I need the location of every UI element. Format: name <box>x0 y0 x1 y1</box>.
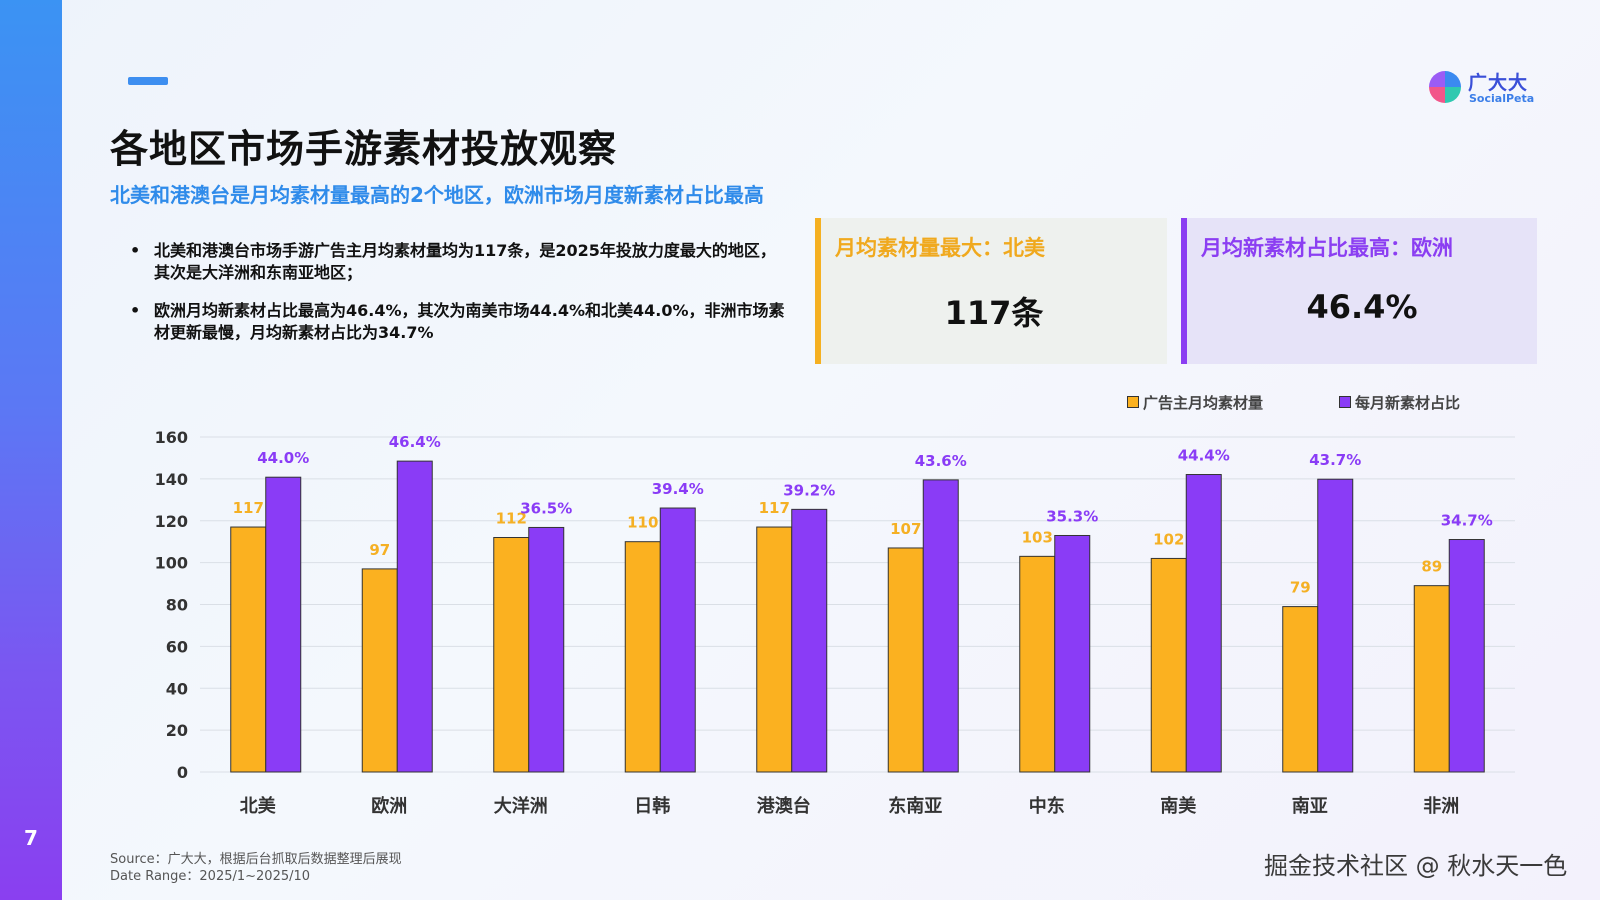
y-tick-label: 40 <box>166 679 188 698</box>
logo-text-en: SocialPeta <box>1469 92 1535 105</box>
y-tick-label: 160 <box>155 428 188 447</box>
legend-label: 每月新素材占比 <box>1355 394 1461 412</box>
data-label-ratio: 46.4% <box>389 433 441 451</box>
bar-new-ratio <box>1448 539 1485 773</box>
bullet-marker: • <box>130 241 141 260</box>
x-category-label: 日韩 <box>634 795 670 817</box>
page-title: 各地区市场手游素材投放观察 <box>110 127 618 171</box>
bar-new-ratio <box>922 479 959 773</box>
page-subtitle: 北美和港澳台是月均素材量最高的2个地区，欧洲市场月度新素材占比最高 <box>110 183 764 207</box>
data-label-volume: 110 <box>627 514 658 532</box>
legend-item-ratio: 每月新素材占比 <box>1339 392 1460 413</box>
bar-volume <box>230 526 267 773</box>
x-category-label: 中东 <box>1029 795 1065 817</box>
y-tick-label: 80 <box>166 596 188 615</box>
x-category-label: 东南亚 <box>888 795 942 817</box>
bullet-marker: • <box>130 301 141 320</box>
data-label-ratio: 43.7% <box>1309 451 1361 469</box>
logo-text-cn: 广大大 <box>1468 72 1529 94</box>
bar-new-ratio <box>528 526 565 773</box>
data-label-volume: 102 <box>1153 530 1184 548</box>
x-category-label: 南美 <box>1160 795 1196 817</box>
bar-volume <box>756 526 793 773</box>
bar-volume <box>1413 585 1450 773</box>
data-label-volume: 117 <box>233 499 264 517</box>
bullet-text: 北美和港澳台市场手游广告主月均素材量均为117条，是2025年投放力度最大的地区… <box>154 241 776 282</box>
legend-item-volume: 广告主月均素材量 <box>1127 392 1263 413</box>
bar-new-ratio <box>396 460 433 773</box>
bar-volume <box>887 547 924 773</box>
date-range-text: Date Range：2025/1~2025/10 <box>110 869 311 884</box>
bar-new-ratio <box>791 508 828 773</box>
data-label-volume: 97 <box>369 541 390 559</box>
card-value: 46.4% <box>1306 288 1418 326</box>
x-category-label: 港澳台 <box>757 795 811 817</box>
data-label-ratio: 39.4% <box>652 480 704 498</box>
watermark: 掘金技术社区 @ 秋水天一色 <box>1264 852 1568 880</box>
page-number: 7 <box>24 826 38 850</box>
data-label-volume: 117 <box>759 499 790 517</box>
data-label-volume: 103 <box>1022 528 1053 546</box>
bar-new-ratio <box>1317 478 1354 773</box>
bar-new-ratio <box>265 476 302 773</box>
y-tick-label: 60 <box>166 637 188 656</box>
data-label-ratio: 44.4% <box>1178 447 1230 465</box>
highlight-card-volume: 月均素材量最大：北美 117条 <box>815 218 1167 364</box>
data-label-ratio: 35.3% <box>1046 507 1098 525</box>
bar-new-ratio <box>659 507 696 773</box>
bar-volume <box>361 568 398 773</box>
bar-new-ratio <box>1054 534 1091 773</box>
card-value: 117条 <box>944 294 1044 332</box>
bar-volume <box>1282 606 1319 773</box>
data-label-volume: 112 <box>496 510 527 528</box>
legend-label: 广告主月均素材量 <box>1143 394 1264 412</box>
insight-bullets: • 北美和港澳台市场手游广告主月均素材量均为117条，是2025年投放力度最大的… <box>130 240 790 360</box>
x-category-label: 大洋洲 <box>494 795 548 817</box>
highlight-card-new-ratio: 月均新素材占比最高：欧洲 46.4% <box>1181 218 1537 364</box>
x-category-label: 欧洲 <box>371 795 407 817</box>
bullet-item: • 北美和港澳台市场手游广告主月均素材量均为117条，是2025年投放力度最大的… <box>130 240 790 284</box>
bar-volume <box>624 541 661 773</box>
card-label: 月均新素材占比最高：欧洲 <box>1201 236 1453 260</box>
bar-volume <box>1150 557 1187 773</box>
source-text: Source：广大大，根据后台抓取后数据整理后展现 <box>110 852 402 867</box>
legend-swatch-orange <box>1127 396 1139 408</box>
logo-mark-icon <box>1429 71 1461 103</box>
data-label-volume: 79 <box>1290 579 1311 597</box>
bar-new-ratio <box>1185 474 1222 773</box>
data-label-volume: 89 <box>1421 558 1442 576</box>
data-label-ratio: 36.5% <box>520 499 572 517</box>
y-tick-label: 140 <box>155 470 188 489</box>
bar-volume <box>1019 555 1056 773</box>
data-label-ratio: 34.7% <box>1441 512 1493 530</box>
bullet-item: • 欧洲月均新素材占比最高为46.4%，其次为南美市场44.4%和北美44.0%… <box>130 300 790 344</box>
x-category-label: 北美 <box>240 795 276 817</box>
socialpeta-logo: 广大大 SocialPeta <box>1428 68 1538 108</box>
y-tick-label: 100 <box>155 554 188 573</box>
legend-swatch-purple <box>1339 396 1351 408</box>
card-label: 月均素材量最大：北美 <box>835 236 1045 260</box>
y-tick-label: 120 <box>155 512 188 531</box>
data-label-ratio: 44.0% <box>257 449 309 467</box>
left-accent-sidebar: 7 <box>0 0 62 900</box>
bullet-text: 欧洲月均新素材占比最高为46.4%，其次为南美市场44.4%和北美44.0%，非… <box>154 301 785 342</box>
x-category-label: 非洲 <box>1423 795 1459 817</box>
y-tick-label: 0 <box>177 763 188 782</box>
title-accent-dash <box>128 77 168 85</box>
data-label-volume: 107 <box>890 520 921 538</box>
bar-volume <box>493 537 530 773</box>
source-note: Source：广大大，根据后台抓取后数据整理后展现 Date Range：202… <box>110 851 402 885</box>
data-label-ratio: 39.2% <box>783 481 835 499</box>
data-label-ratio: 43.6% <box>915 452 967 470</box>
y-tick-label: 20 <box>166 721 188 740</box>
x-category-label: 南亚 <box>1292 795 1328 817</box>
